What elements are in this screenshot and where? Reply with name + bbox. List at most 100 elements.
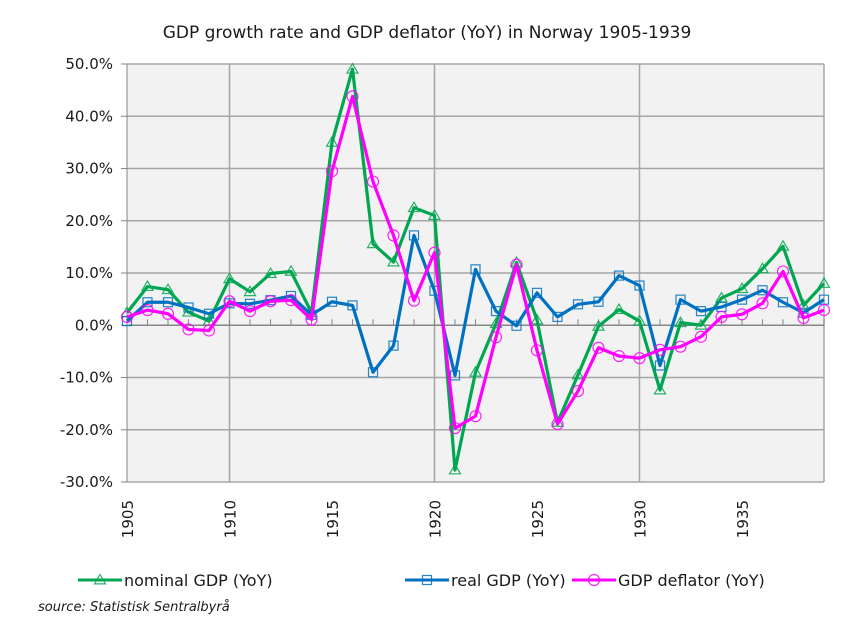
data-point bbox=[694, 318, 708, 330]
data-point bbox=[571, 384, 585, 398]
data-point bbox=[366, 175, 380, 188]
data-point bbox=[715, 310, 728, 323]
data-point bbox=[386, 255, 401, 267]
legend-marker bbox=[421, 574, 433, 586]
data-point bbox=[387, 229, 400, 242]
data-point bbox=[796, 298, 811, 310]
data-point bbox=[183, 302, 194, 313]
data-point bbox=[592, 341, 605, 354]
data-point bbox=[222, 272, 237, 284]
data-point bbox=[181, 305, 196, 317]
series-line bbox=[125, 67, 826, 472]
data-point bbox=[735, 308, 749, 321]
data-point bbox=[612, 349, 626, 363]
data-point bbox=[325, 165, 339, 178]
data-point bbox=[182, 323, 195, 336]
legend-marker bbox=[587, 573, 601, 587]
x-tick-label: 1905 bbox=[119, 500, 137, 538]
data-point bbox=[695, 306, 707, 317]
chart-title: GDP growth rate and GDP deflator (YoY) i… bbox=[163, 23, 692, 43]
y-tick-label: 50.0% bbox=[65, 55, 113, 73]
x-tick-label: 1930 bbox=[632, 500, 650, 538]
data-point bbox=[777, 297, 789, 308]
data-point bbox=[776, 239, 790, 251]
legend-item: real GDP (YoY) bbox=[405, 571, 566, 590]
y-tick-label: -30.0% bbox=[60, 473, 113, 491]
y-tick-label: 10.0% bbox=[65, 264, 113, 282]
data-point bbox=[757, 285, 768, 296]
x-tick-label: 1925 bbox=[529, 500, 547, 538]
data-point bbox=[674, 340, 687, 353]
series-line bbox=[126, 94, 825, 430]
data-point bbox=[654, 360, 666, 371]
data-point bbox=[490, 306, 502, 317]
data-point bbox=[407, 294, 421, 307]
data-point bbox=[141, 303, 154, 317]
series-square bbox=[121, 230, 830, 381]
data-point bbox=[366, 237, 380, 249]
legend-marker bbox=[93, 573, 107, 585]
data-point bbox=[468, 365, 483, 377]
data-point bbox=[593, 296, 604, 307]
data-point bbox=[407, 201, 421, 213]
source-note: source: Statistisk Sentralbyrå bbox=[38, 600, 230, 615]
data-point bbox=[633, 352, 646, 365]
data-point bbox=[653, 383, 667, 395]
data-point bbox=[244, 298, 256, 309]
data-point bbox=[572, 299, 584, 310]
x-tick-label: 1920 bbox=[427, 500, 445, 538]
data-point bbox=[223, 295, 236, 308]
data-point bbox=[448, 463, 462, 475]
data-point bbox=[142, 297, 153, 308]
x-axis: 1905 1910 1915 1920 1925 1930 1935 bbox=[119, 319, 825, 538]
data-point bbox=[388, 340, 399, 351]
legend-item: GDP deflator (YoY) bbox=[572, 571, 765, 590]
legend-label: nominal GDP (YoY) bbox=[124, 571, 273, 590]
data-point bbox=[530, 313, 544, 325]
data-point bbox=[243, 305, 257, 318]
data-point bbox=[284, 294, 298, 307]
data-point bbox=[552, 311, 563, 322]
data-point bbox=[284, 264, 298, 276]
data-point bbox=[736, 294, 748, 305]
legend-label: real GDP (YoY) bbox=[451, 571, 566, 590]
data-point bbox=[755, 262, 770, 274]
data-point bbox=[735, 281, 749, 294]
y-tick-label: 20.0% bbox=[65, 212, 113, 230]
data-point bbox=[530, 344, 544, 357]
data-point bbox=[675, 294, 686, 305]
data-point bbox=[448, 422, 462, 435]
series-circle bbox=[120, 90, 831, 435]
data-point bbox=[531, 287, 543, 298]
x-tick-label: 1935 bbox=[734, 500, 752, 538]
data-point bbox=[427, 208, 442, 220]
data-point bbox=[613, 270, 625, 281]
legend-label: GDP deflator (YoY) bbox=[618, 571, 765, 590]
data-point bbox=[120, 310, 134, 323]
data-point bbox=[263, 266, 278, 278]
data-point bbox=[161, 307, 175, 320]
data-point bbox=[305, 313, 318, 326]
data-point bbox=[797, 311, 810, 325]
series-line bbox=[125, 233, 825, 378]
data-point bbox=[326, 296, 338, 307]
data-point bbox=[408, 230, 420, 241]
data-point bbox=[347, 300, 358, 311]
data-point bbox=[653, 343, 667, 356]
data-point bbox=[510, 258, 523, 271]
data-point bbox=[345, 62, 360, 74]
data-point bbox=[776, 265, 790, 278]
data-point bbox=[428, 246, 441, 259]
data-point bbox=[161, 283, 175, 295]
data-point bbox=[470, 264, 481, 275]
data-point bbox=[632, 314, 647, 326]
y-tick-label: 0.0% bbox=[75, 316, 113, 334]
data-point bbox=[203, 308, 215, 319]
data-point bbox=[612, 302, 626, 315]
x-tick-label: 1910 bbox=[222, 500, 240, 538]
x-tick-label: 1915 bbox=[324, 500, 342, 538]
data-point bbox=[367, 367, 379, 378]
data-point bbox=[591, 319, 606, 331]
data-point bbox=[551, 417, 564, 431]
